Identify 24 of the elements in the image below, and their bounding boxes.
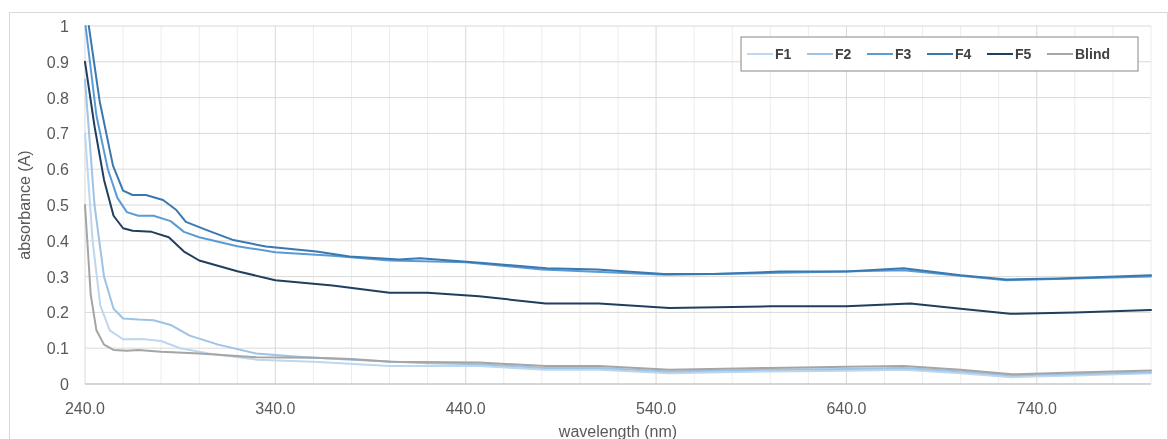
x-tick-label: 240.0: [64, 400, 106, 417]
y-tick-label: 0.9: [46, 53, 70, 71]
y-tick-label: 0.5: [46, 197, 70, 214]
y-tick-label: 0.3: [46, 268, 70, 286]
x-tick-label: 540.0: [636, 400, 677, 417]
legend-label: Blind: [1075, 46, 1110, 62]
x-tick-label: 440.0: [445, 400, 486, 417]
x-tick-label: 340.0: [255, 400, 296, 417]
y-tick-label: 0.4: [46, 232, 70, 250]
y-tick-label: 0.2: [46, 304, 70, 322]
legend-label: F4: [955, 46, 972, 62]
y-tick-label: 0: [60, 376, 70, 393]
y-tick-label: 0.7: [46, 125, 70, 143]
legend-label: F1: [775, 46, 792, 62]
y-tick-label: 0.1: [46, 340, 70, 358]
legend-label: F5: [1015, 46, 1032, 62]
y-tick-label: 0.8: [46, 89, 70, 107]
y-axis-title: absorbance (A): [16, 150, 33, 260]
y-tick-label: 0.6: [46, 161, 70, 179]
x-tick-label: 740.0: [1016, 400, 1057, 417]
legend-label: F2: [835, 46, 852, 62]
y-tick-label: 1: [60, 18, 70, 35]
x-tick-label: 640.0: [826, 400, 867, 417]
legend-label: F3: [895, 46, 912, 62]
